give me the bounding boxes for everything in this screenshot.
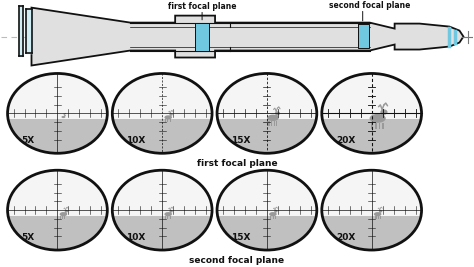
Polygon shape (272, 216, 273, 219)
Text: first focal plane: first focal plane (168, 2, 237, 11)
Polygon shape (274, 212, 276, 214)
Polygon shape (371, 123, 373, 129)
Polygon shape (112, 119, 212, 155)
Polygon shape (62, 216, 63, 219)
Ellipse shape (274, 210, 277, 213)
Polygon shape (275, 115, 278, 118)
Polygon shape (379, 123, 380, 129)
Ellipse shape (322, 73, 421, 153)
Polygon shape (217, 119, 317, 155)
Polygon shape (217, 216, 317, 252)
Polygon shape (170, 120, 171, 123)
Polygon shape (273, 121, 275, 126)
Ellipse shape (380, 109, 388, 115)
Polygon shape (380, 216, 381, 219)
Text: 20X: 20X (336, 136, 355, 145)
Polygon shape (322, 119, 421, 155)
Ellipse shape (164, 115, 172, 120)
Ellipse shape (217, 73, 317, 153)
Ellipse shape (164, 212, 172, 216)
Ellipse shape (8, 170, 107, 250)
Ellipse shape (8, 73, 107, 153)
Text: 20X: 20X (336, 233, 355, 242)
Polygon shape (167, 120, 168, 123)
Polygon shape (268, 121, 270, 126)
Polygon shape (64, 212, 67, 214)
Text: second focal plane: second focal plane (329, 1, 410, 10)
Ellipse shape (217, 170, 317, 250)
Polygon shape (275, 216, 276, 219)
Ellipse shape (169, 113, 173, 116)
Text: 10X: 10X (126, 136, 146, 145)
Polygon shape (273, 216, 274, 219)
Text: 10X: 10X (126, 233, 146, 242)
Polygon shape (167, 216, 168, 219)
Polygon shape (31, 8, 464, 65)
Ellipse shape (62, 116, 65, 118)
Polygon shape (271, 121, 272, 126)
Bar (195, 23, 209, 50)
Ellipse shape (64, 115, 66, 116)
Polygon shape (112, 216, 212, 252)
Ellipse shape (374, 212, 382, 216)
Ellipse shape (169, 210, 173, 213)
Ellipse shape (112, 73, 212, 153)
Text: 15X: 15X (231, 233, 251, 242)
Polygon shape (169, 115, 172, 117)
Text: first focal plane: first focal plane (197, 159, 277, 168)
Polygon shape (382, 123, 384, 129)
Polygon shape (375, 123, 377, 129)
Ellipse shape (60, 212, 67, 216)
Polygon shape (380, 114, 385, 118)
Polygon shape (169, 212, 172, 214)
Polygon shape (378, 216, 379, 219)
Ellipse shape (370, 114, 386, 123)
Polygon shape (165, 216, 166, 219)
Polygon shape (270, 216, 271, 219)
Text: 15X: 15X (231, 136, 251, 145)
Ellipse shape (267, 115, 279, 121)
Polygon shape (8, 216, 107, 252)
Polygon shape (64, 116, 65, 117)
Ellipse shape (269, 212, 277, 216)
Ellipse shape (322, 170, 421, 250)
Text: 5X: 5X (21, 233, 35, 242)
Text: 5X: 5X (21, 136, 35, 145)
Polygon shape (276, 121, 277, 126)
Text: second focal plane: second focal plane (190, 256, 284, 265)
Polygon shape (376, 216, 377, 219)
Polygon shape (170, 216, 171, 219)
Ellipse shape (275, 111, 280, 115)
Polygon shape (379, 212, 381, 214)
Bar (358, 23, 369, 48)
Polygon shape (165, 120, 166, 123)
Polygon shape (65, 216, 66, 219)
Ellipse shape (379, 210, 382, 213)
Ellipse shape (64, 210, 68, 213)
Ellipse shape (112, 170, 212, 250)
Polygon shape (322, 216, 421, 252)
Polygon shape (8, 119, 107, 155)
